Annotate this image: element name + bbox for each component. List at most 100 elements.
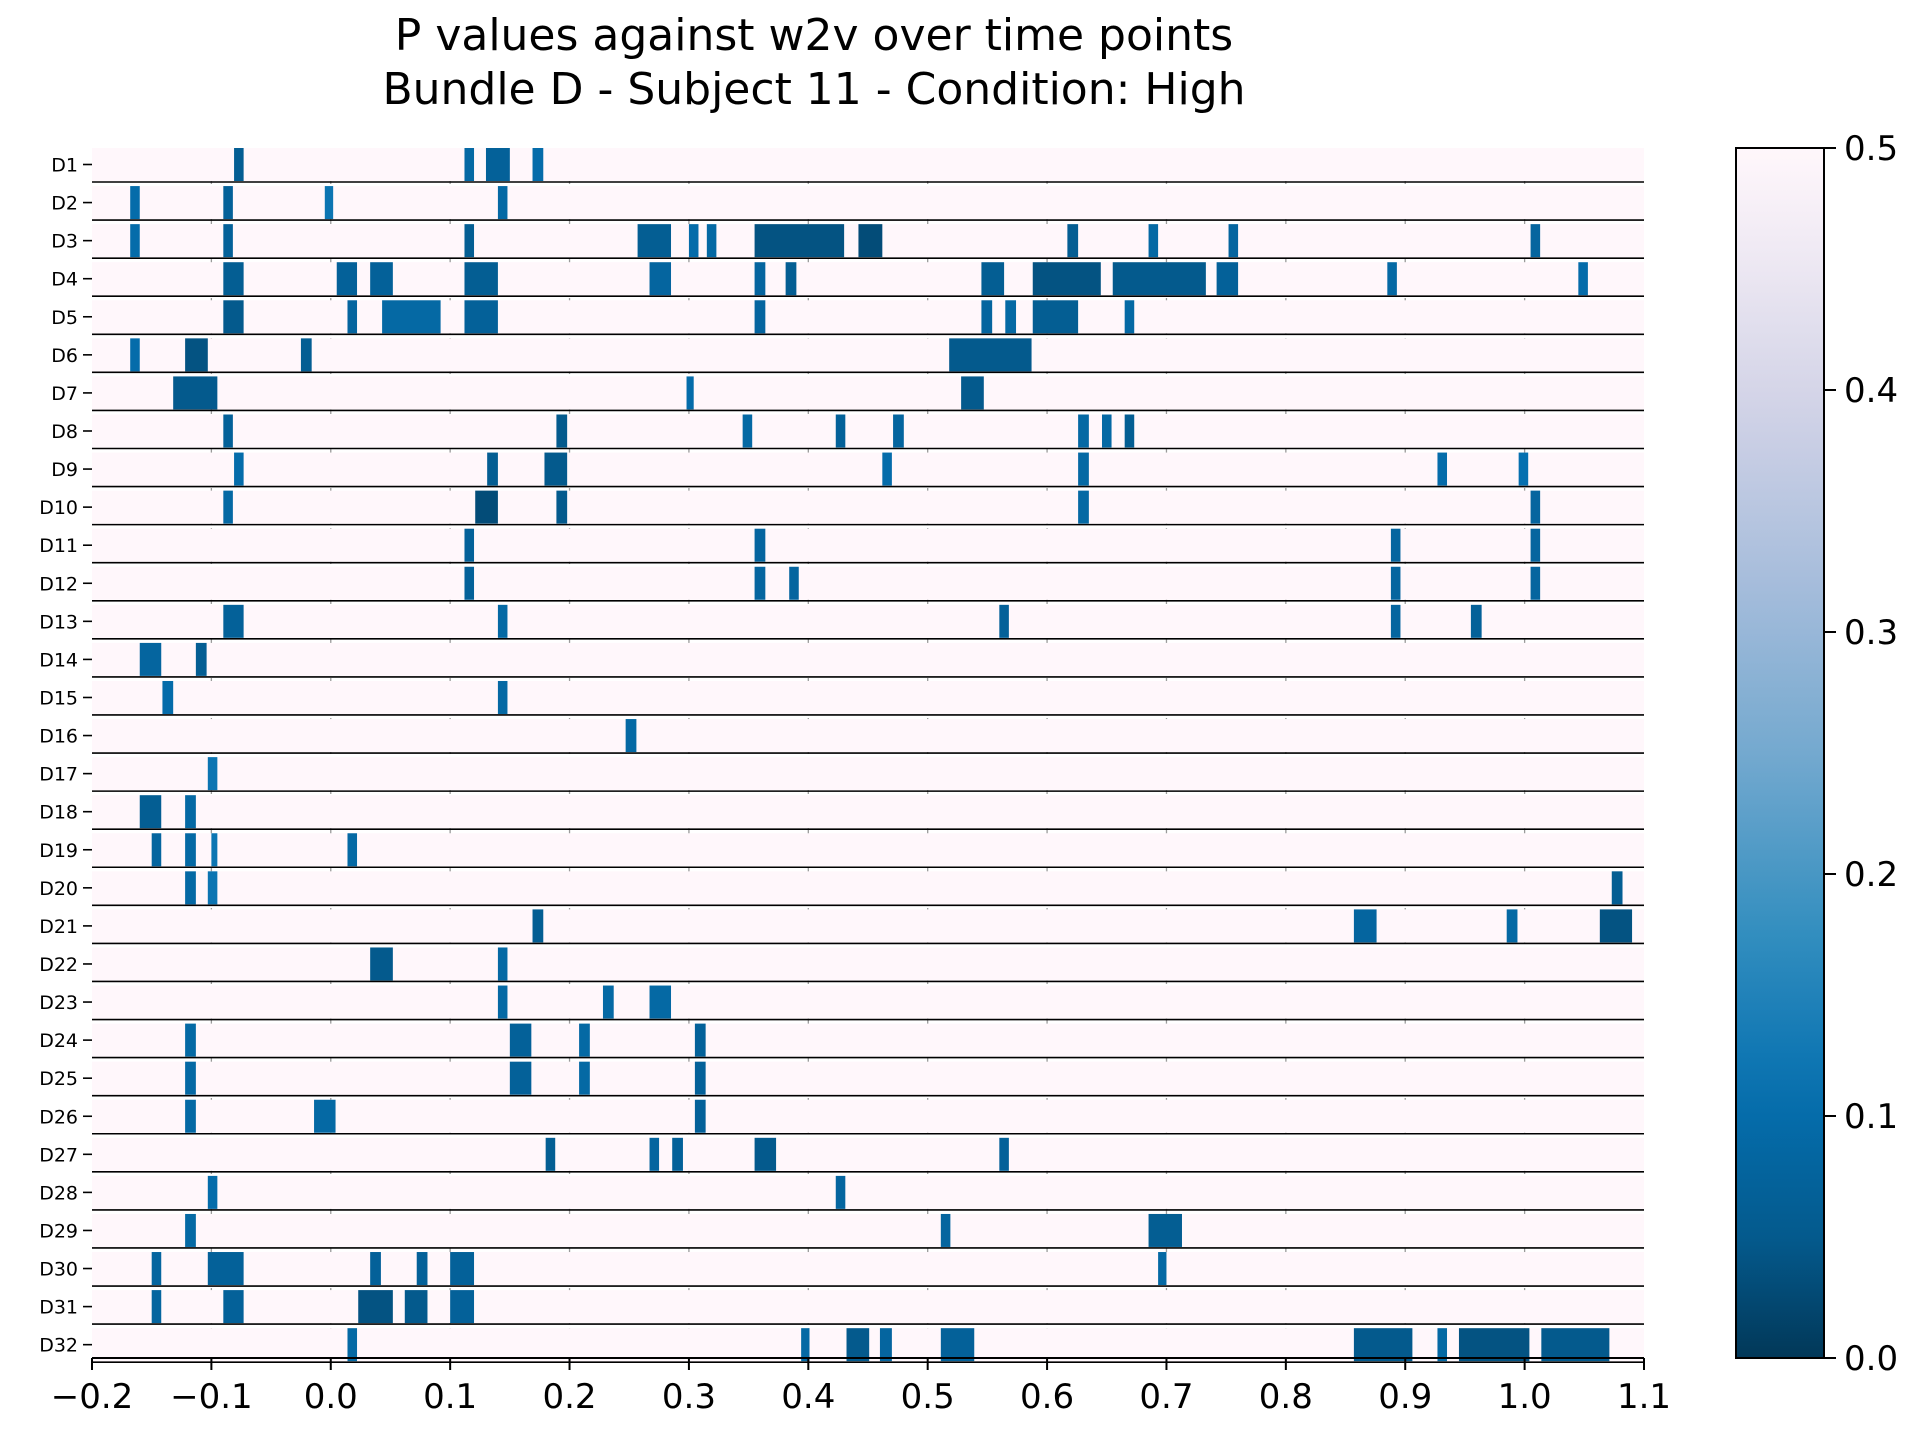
heatmap-cell [686, 376, 694, 410]
heatmap-cell [893, 414, 904, 448]
heatmap-cell [151, 1252, 162, 1286]
row-label: D24 [39, 1030, 78, 1052]
heatmap-cell [672, 1137, 683, 1171]
x-tick-label: 0.6 [1020, 1377, 1074, 1417]
heatmap-cell [195, 642, 207, 676]
heatmap-cell [370, 1252, 381, 1286]
row-label: D27 [39, 1144, 78, 1166]
heatmap-cell [940, 1213, 951, 1247]
row-background [92, 1175, 1644, 1209]
heatmap-cell [185, 1023, 196, 1057]
heatmap-cell [347, 833, 358, 867]
x-tick-label: 1.1 [1617, 1377, 1671, 1417]
row-background [92, 719, 1644, 753]
row-label: D16 [39, 726, 78, 748]
row-background [92, 871, 1644, 905]
heatmap-cell [532, 148, 544, 181]
heatmap-cell [1112, 262, 1206, 296]
heatmap-cell [1530, 490, 1541, 524]
colorbar-tick-label: 0.0 [1844, 1339, 1898, 1379]
heatmap-cell [1078, 452, 1089, 486]
heatmap-cell [223, 490, 233, 524]
heatmap-cell [162, 680, 174, 714]
heatmap-cell [637, 224, 672, 258]
row-label: D17 [39, 764, 78, 786]
heatmap-cell [754, 300, 766, 334]
heatmap-cell [185, 1213, 196, 1247]
colorbar-tick-label: 0.5 [1844, 129, 1898, 169]
heatmap-cell [1353, 1328, 1413, 1362]
heatmap-cell [1390, 604, 1401, 638]
heatmap-cell [754, 262, 766, 296]
heatmap-cell [1124, 414, 1135, 448]
heatmap-cell [404, 1290, 428, 1324]
row-label: D15 [39, 687, 78, 709]
row-label: D7 [51, 383, 78, 405]
heatmap-cell [1530, 528, 1541, 562]
row-label: D21 [39, 916, 78, 938]
heatmap-cell [130, 186, 140, 220]
row-label: D6 [51, 345, 78, 367]
heatmap-cell [1032, 262, 1101, 296]
row-background [92, 1252, 1644, 1286]
heatmap-cell [1148, 224, 1159, 258]
heatmap-cell [464, 566, 475, 600]
row-background [92, 1061, 1644, 1095]
colorbar-tick-label: 0.3 [1844, 613, 1898, 653]
colorbar: 0.0 0.1 0.2 0.3 0.4 0.5 [1735, 129, 1898, 1379]
heatmap-cell [1158, 1252, 1167, 1286]
x-tick-label: 1.0 [1498, 1377, 1552, 1417]
chart-title-line-1: P values against w2v over time points [395, 10, 1233, 61]
row-label: D1 [51, 155, 78, 177]
row-label: D31 [39, 1297, 78, 1319]
colorbar-tick-label: 0.1 [1844, 1097, 1898, 1137]
heatmap-cell [223, 186, 233, 220]
heatmap-cell [1578, 262, 1588, 296]
row-background [92, 528, 1644, 562]
row-background [92, 604, 1644, 638]
chart-title-line-2: Bundle D - Subject 11 - Condition: High [382, 64, 1245, 115]
heatmap-cell [151, 833, 162, 867]
heatmap-cell [207, 757, 218, 791]
heatmap-cell [358, 1290, 393, 1324]
heatmap-cell [464, 528, 475, 562]
row-background [92, 452, 1644, 486]
row-background [92, 947, 1644, 981]
row-background [92, 262, 1644, 296]
heatmap-cell [336, 262, 358, 296]
heatmap-cell [324, 186, 334, 220]
heatmap-cell [882, 452, 892, 486]
row-background [92, 757, 1644, 791]
row-background [92, 1099, 1644, 1133]
row-label: D23 [39, 992, 78, 1014]
heatmap-cell [1506, 909, 1518, 943]
heatmap-cell [649, 1137, 660, 1171]
heatmap-cell [207, 871, 218, 905]
heatmap-cell [981, 262, 1005, 296]
heatmap-cell [1005, 300, 1017, 334]
heatmap-cell [370, 947, 393, 981]
heatmap-cell [1611, 871, 1623, 905]
heatmap-cell [846, 1328, 870, 1362]
row-background [92, 642, 1644, 676]
row-background [92, 1213, 1644, 1247]
heatmap-cell [981, 300, 993, 334]
heatmap-cell [1390, 566, 1401, 600]
heatmap-cell [1067, 224, 1079, 258]
x-tick-label: 0.7 [1139, 1377, 1193, 1417]
heatmap-cell [858, 224, 883, 258]
row-label: D18 [39, 802, 78, 824]
row-background [92, 300, 1644, 334]
heatmap-cell [999, 604, 1009, 638]
row-label: D3 [51, 231, 78, 253]
row-label: D28 [39, 1182, 78, 1204]
heatmap-cell [234, 452, 244, 486]
x-tick-label: 0.0 [304, 1377, 358, 1417]
colorbar-tick-label: 0.4 [1844, 371, 1898, 411]
row-background [92, 414, 1644, 448]
heatmap-cell [173, 376, 218, 410]
heatmap-cell [1353, 909, 1377, 943]
heatmap-cell [300, 338, 312, 372]
heatmap-cell [625, 719, 637, 753]
row-label: D4 [51, 269, 78, 291]
